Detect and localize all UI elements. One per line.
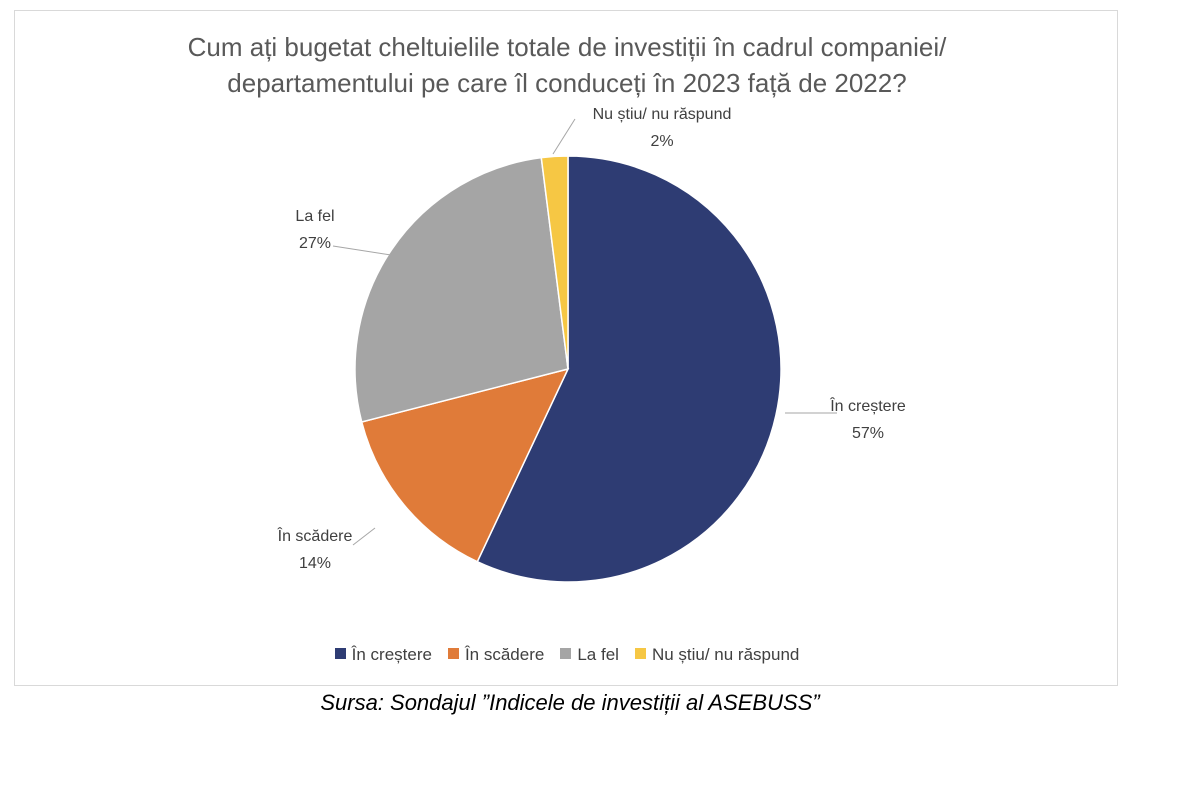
- chart-title-line-1: Cum ați bugetat cheltuielile totale de i…: [187, 32, 947, 62]
- legend-swatch-1: [334, 648, 346, 659]
- leader-line-4: [552, 118, 576, 155]
- slice-category-label-2: În scădere: [277, 526, 353, 545]
- pie-slice-4: [540, 155, 569, 370]
- chart-frame: Cum ați bugetat cheltuielile totale de i…: [14, 10, 1118, 686]
- pie-slice-3: [354, 156, 569, 423]
- leader-line-3: [332, 245, 392, 256]
- pie-slice-2: [360, 367, 570, 563]
- leader-line-2: [352, 527, 376, 546]
- legend: În creștere În scădere La fel Nu știu/ nu r…: [15, 645, 1119, 665]
- chart-title-line-2: departamentului pe care îl conduceți în …: [227, 68, 907, 98]
- legend-label-1: În creștere: [351, 645, 432, 664]
- legend-item-1: În creștere: [334, 645, 432, 665]
- legend-swatch-4: [634, 648, 646, 659]
- legend-item-2: În scădere: [447, 645, 545, 665]
- pie-chart: În creștere 57% În scădere 14% La fel 27% Nu ș…: [277, 106, 906, 583]
- chart-title: Cum ați bugetat cheltuielile totale de i…: [15, 29, 1119, 101]
- pie-slice-1: [476, 155, 782, 583]
- slice-value-label-2: 14%: [299, 555, 331, 572]
- slice-category-label-1: În creștere: [829, 396, 906, 415]
- legend-item-4: Nu știu/ nu răspund: [634, 645, 800, 665]
- legend-label-3: La fel: [577, 645, 619, 664]
- slice-category-label-4: Nu știu/ nu răspund: [593, 106, 732, 123]
- legend-swatch-3: [560, 648, 572, 659]
- slice-category-label-3: La fel: [295, 208, 334, 225]
- slice-value-label-3: 27%: [299, 235, 331, 252]
- slice-value-label-4: 2%: [650, 133, 673, 150]
- legend-item-3: La fel: [560, 645, 619, 665]
- legend-swatch-2: [447, 648, 459, 659]
- slice-value-label-1: 57%: [852, 425, 884, 442]
- source-caption: Sursa: Sondajul ”Indicele de investiții …: [320, 690, 820, 715]
- legend-label-2: În scădere: [464, 645, 545, 664]
- legend-label-4: Nu știu/ nu răspund: [651, 645, 800, 664]
